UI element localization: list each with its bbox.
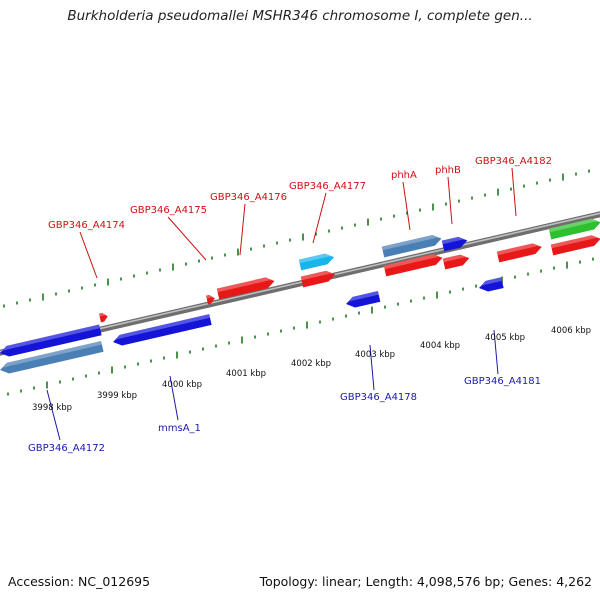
gene-steel-upper[interactable] bbox=[381, 233, 443, 258]
leader-line bbox=[167, 216, 207, 261]
leader-line bbox=[369, 344, 375, 391]
position-label-4004-kbp: 4004 kbp bbox=[420, 341, 460, 351]
gene-gbp346-a4172-left[interactable] bbox=[0, 324, 102, 358]
gene-phhb[interactable] bbox=[442, 253, 471, 270]
gene-gbp346-a4178[interactable] bbox=[345, 291, 381, 309]
gene-gbp346-a4181[interactable] bbox=[478, 277, 504, 293]
gene-gbp346-a4175[interactable] bbox=[205, 294, 216, 305]
position-label-4006-kbp: 4006 kbp bbox=[551, 326, 591, 336]
gene-label-gbp346-a4172[interactable]: GBP346_A4172 bbox=[28, 443, 105, 454]
map-title: Burkholderia pseudomallei MSHR346 chromo… bbox=[67, 8, 533, 24]
leader-line bbox=[46, 389, 61, 441]
gene-phha[interactable] bbox=[383, 252, 444, 277]
position-label-4002-kbp: 4002 kbp bbox=[291, 359, 331, 369]
gene-label-gbp346-a4181[interactable]: GBP346_A4181 bbox=[464, 376, 541, 387]
leader-line bbox=[402, 181, 411, 231]
gene-label-gbp346-a4177[interactable]: GBP346_A4177 bbox=[289, 181, 366, 192]
gene-gbp346-a4177[interactable] bbox=[300, 269, 337, 288]
position-label-4001-kbp: 4001 kbp bbox=[226, 369, 266, 379]
gene-blue-upper[interactable] bbox=[441, 235, 469, 252]
position-label-3998-kbp: 3998 kbp bbox=[32, 403, 72, 413]
ruler-lower-ticks bbox=[7, 257, 594, 396]
leader-line bbox=[511, 167, 517, 217]
position-label-4000-kbp: 4000 kbp bbox=[162, 380, 202, 390]
leader-line bbox=[79, 231, 98, 279]
gene-label-gbp346-a4175[interactable]: GBP346_A4175 bbox=[130, 205, 207, 216]
position-label-3999-kbp: 3999 kbp bbox=[97, 391, 137, 401]
gene-label-gbp346-a4176[interactable]: GBP346_A4176 bbox=[210, 192, 287, 203]
gene-cyan[interactable] bbox=[298, 252, 336, 271]
leader-line bbox=[447, 176, 453, 225]
leader-line bbox=[493, 329, 499, 375]
genome-stats-text: Topology: linear; Length: 4,098,576 bp; … bbox=[259, 574, 592, 589]
leader-line bbox=[312, 192, 327, 244]
gene-gbp346-a4176[interactable] bbox=[216, 276, 276, 300]
position-label-4005-kbp: 4005 kbp bbox=[485, 333, 525, 343]
gene-gbp346-a4174[interactable] bbox=[98, 312, 109, 323]
gene-label-phhb[interactable]: phhB bbox=[435, 165, 461, 176]
gene-forward-right[interactable] bbox=[550, 233, 600, 256]
gene-steel-lower[interactable] bbox=[0, 341, 104, 375]
gene-label-gbp346-a4178[interactable]: GBP346_A4178 bbox=[340, 392, 417, 403]
gene-label-gbp346-a4174[interactable]: GBP346_A4174 bbox=[48, 220, 125, 231]
leader-line bbox=[169, 375, 179, 421]
accession-text: Accession: NC_012695 bbox=[8, 574, 151, 589]
gene-label-mmsa-1[interactable]: mmsA_1 bbox=[158, 423, 201, 434]
ruler-upper-ticks bbox=[3, 169, 590, 308]
label-leader-lines bbox=[46, 167, 517, 441]
gene-mmsa-1[interactable] bbox=[112, 314, 212, 347]
position-label-4003-kbp: 4003 kbp bbox=[355, 350, 395, 360]
gene-label-phha[interactable]: phhA bbox=[391, 170, 417, 181]
leader-line bbox=[239, 203, 246, 256]
gene-label-gbp346-a4182[interactable]: GBP346_A4182 bbox=[475, 156, 552, 167]
gene-green[interactable] bbox=[548, 217, 600, 240]
gene-gbp346-a4182[interactable] bbox=[496, 242, 543, 263]
